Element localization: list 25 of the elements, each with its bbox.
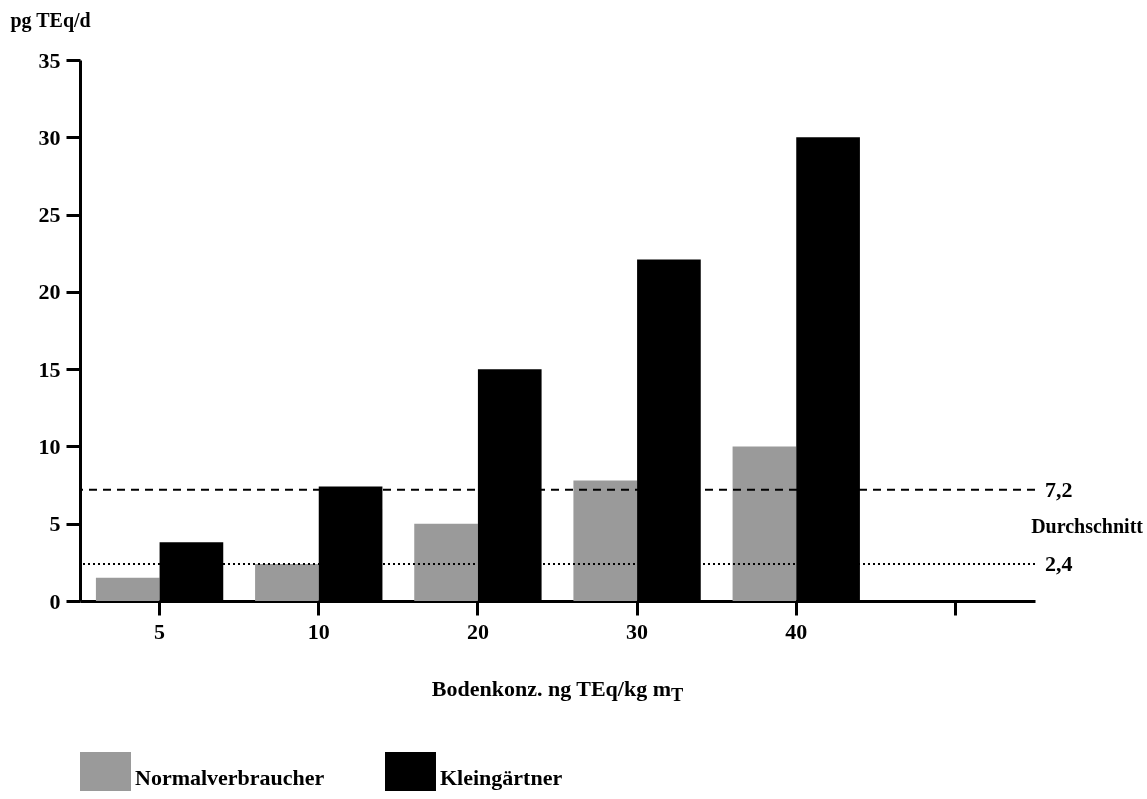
legend-label: Kleingärtner — [440, 764, 563, 790]
y-tick-label: 0 — [49, 588, 61, 614]
ref-line-label: 2,4 — [1045, 550, 1073, 576]
y-tick-label: 35 — [38, 47, 61, 73]
y-axis-title: pg TEq/d — [10, 8, 91, 32]
bar — [414, 523, 478, 601]
y-tick-label: 30 — [38, 124, 61, 150]
x-axis-title: Bodenkonz. ng TEq/kg m$_{T}$ — [430, 676, 685, 707]
y-tick-label: 20 — [38, 279, 61, 305]
legend-label: Normalverbraucher — [135, 764, 325, 790]
annotation: Durchschnitt — [1031, 514, 1144, 537]
x-tick-label: 5 — [154, 618, 166, 644]
bar — [95, 577, 160, 601]
x-tick-label: 20 — [466, 618, 489, 644]
y-tick-label: 25 — [38, 202, 61, 228]
x-tick-label: 40 — [785, 618, 808, 644]
bar — [255, 563, 319, 601]
bar — [732, 446, 797, 601]
x-tick-label: 30 — [626, 618, 649, 644]
ref-line-label: 7,2 — [1045, 476, 1073, 502]
y-tick-label: 15 — [38, 356, 61, 382]
y-tick-label: 10 — [38, 433, 61, 459]
bar — [573, 480, 638, 601]
y-tick-label: 5 — [49, 511, 61, 537]
x-tick-label: 10 — [307, 618, 330, 644]
